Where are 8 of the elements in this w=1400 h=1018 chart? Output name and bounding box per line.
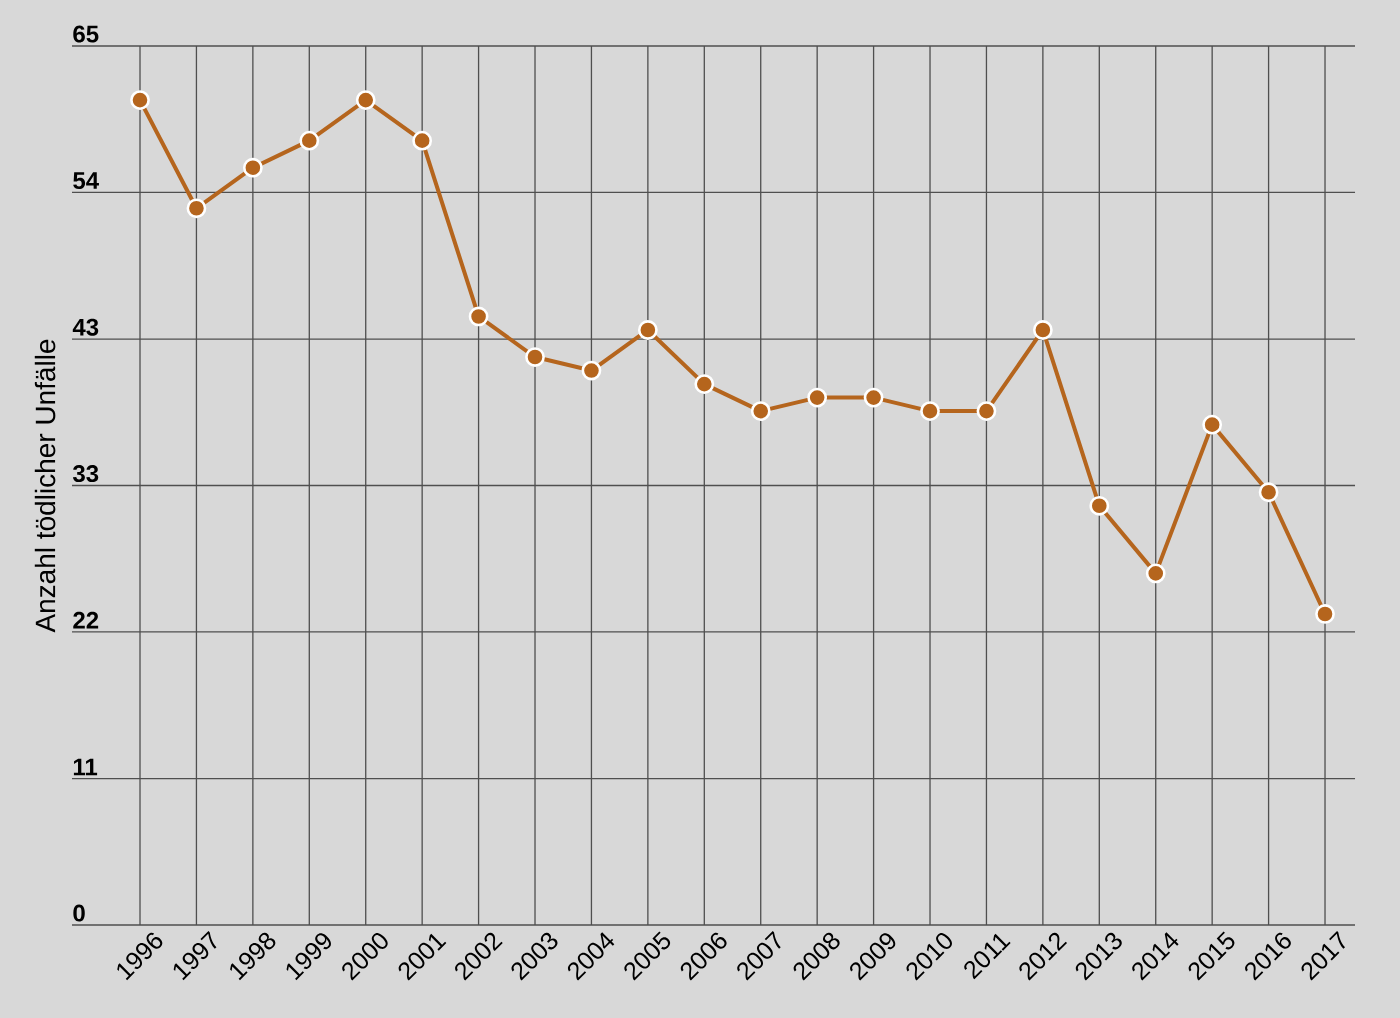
y-axis-title: Anzahl tödlicher Unfälle	[34, 339, 56, 633]
y-tick-label: 43	[72, 318, 99, 336]
y-tick-label: 22	[73, 611, 99, 629]
y-tick-label: 65	[73, 25, 99, 43]
y-tick-label: 54	[73, 172, 99, 190]
y-tick-label: 11	[73, 758, 98, 776]
y-tick-label: 33	[72, 465, 99, 483]
y-tick-label: 0	[73, 904, 85, 922]
